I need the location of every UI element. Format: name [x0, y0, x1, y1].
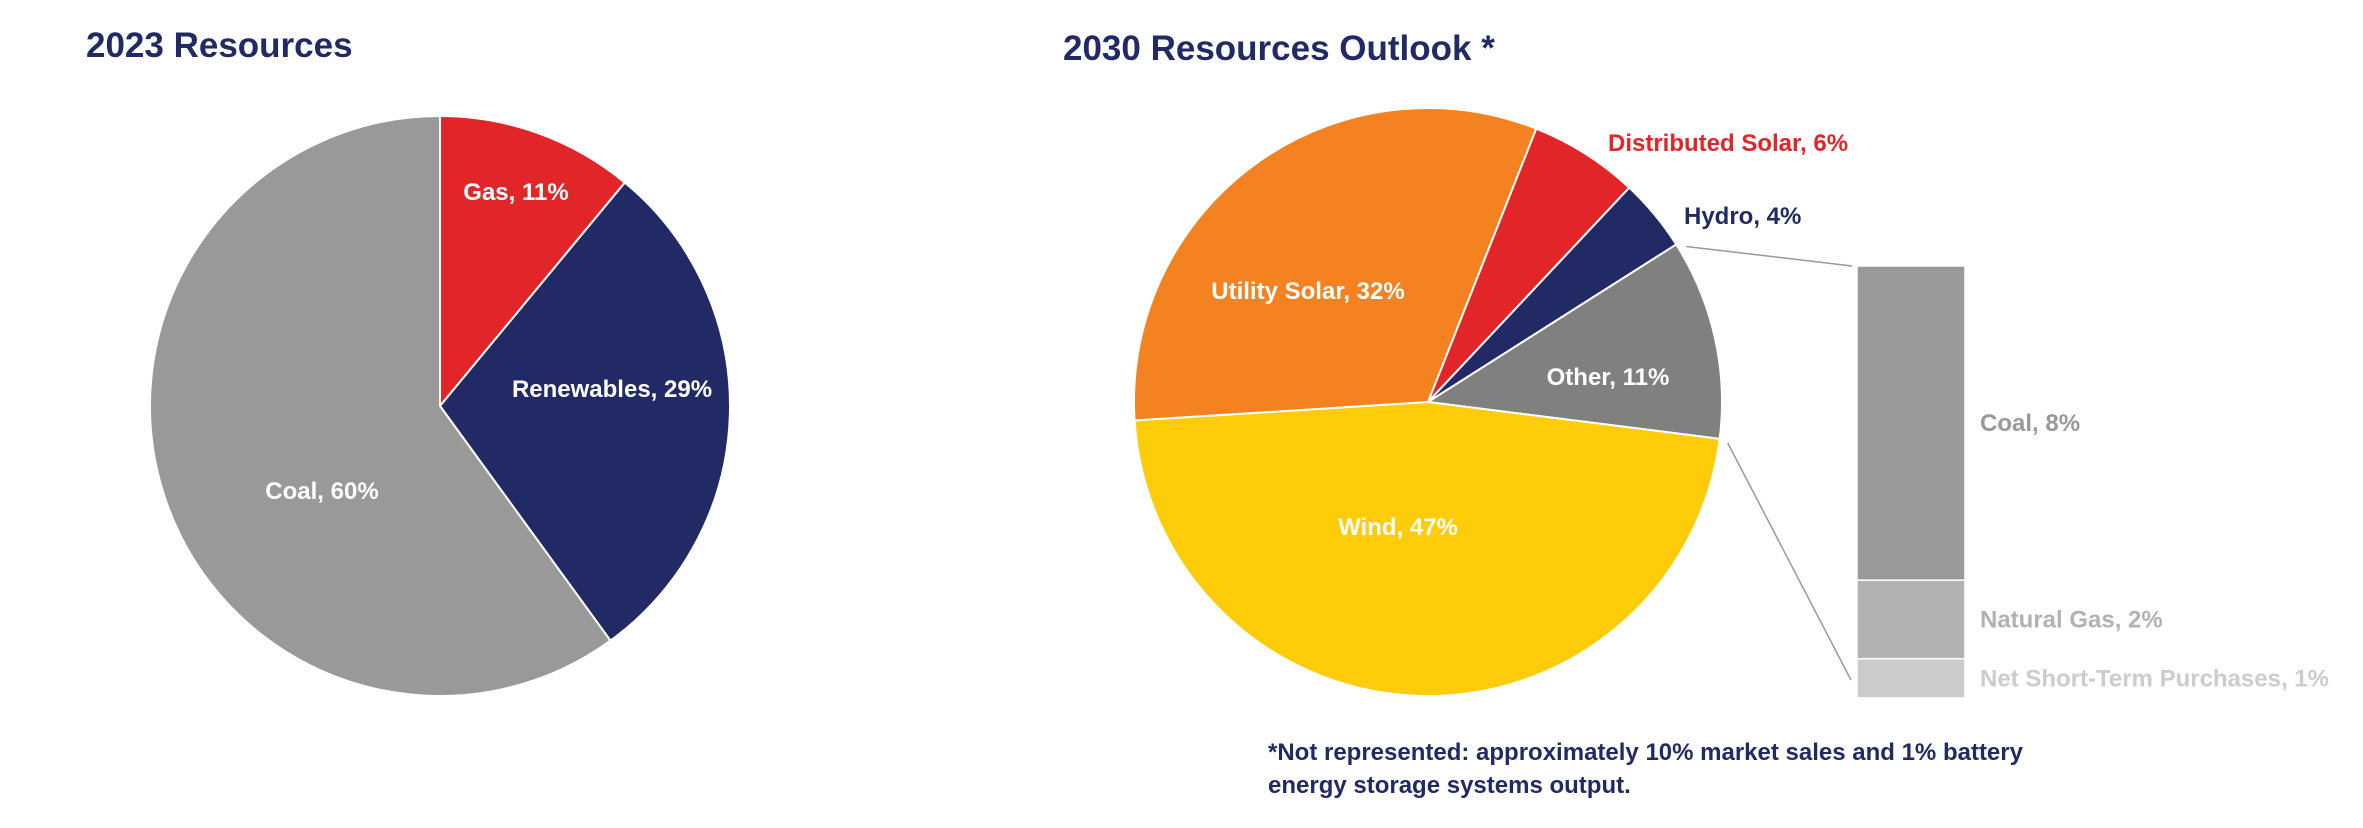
pie2030-label-hydro: Hydro, 4%: [1684, 203, 1801, 230]
pie2030-slice-other: [1425, 243, 1723, 440]
footnote: *Not represented: approximately 10% mark…: [1268, 739, 2023, 799]
pie2030-label-distributed-solar: Distributed Solar, 6%: [1608, 130, 1848, 157]
breakdown-label-net-short-term-purchases: Net Short-Term Purchases, 1%: [1980, 665, 2329, 692]
pie2023-label-gas: Gas, 11%: [463, 179, 568, 206]
pie2030-slice-wind: [1133, 400, 1721, 697]
pie2023-label-renewables: Renewables, 29%: [512, 376, 712, 403]
breakdown-segment-coal: [1856, 265, 1966, 581]
breakdown-segment-net-short-term-purchases: [1856, 657, 1966, 699]
pie2030-label-utility-solar: Utility Solar, 32%: [1211, 278, 1404, 305]
pie2023-slice-gas: [439, 114, 627, 409]
pie2023-slice-coal: [149, 114, 612, 697]
pie2030-label-wind: Wind, 47%: [1338, 514, 1458, 541]
chart-title-2030: 2030 Resources Outlook *: [1063, 29, 1495, 68]
chart-title-2023: 2023 Resources: [86, 26, 353, 65]
pie2030-slice-utility-solar: [1133, 107, 1538, 422]
pie2023-label-coal: Coal, 60%: [265, 478, 378, 505]
connector-line-bottom: [1727, 442, 1852, 681]
pie2030-label-other: Other, 11%: [1547, 364, 1670, 391]
pie2023-slice-renewables: [438, 181, 731, 643]
other-breakdown-bar: Coal, 8% Natural Gas, 2% Net Short-Term Pu…: [1686, 245, 2329, 699]
breakdown-label-coal: Coal, 8%: [1980, 410, 2080, 437]
pie-2023: Gas, 11% Renewables, 29% Coal, 60%: [149, 114, 731, 697]
breakdown-segment-natural-gas: [1856, 579, 1966, 660]
breakdown-label-natural-gas: Natural Gas, 2%: [1980, 606, 2163, 633]
connector-line-top: [1686, 245, 1853, 267]
pie-2030: Distributed Solar, 6% Hydro, 4% Other, 11%…: [1133, 107, 1848, 697]
